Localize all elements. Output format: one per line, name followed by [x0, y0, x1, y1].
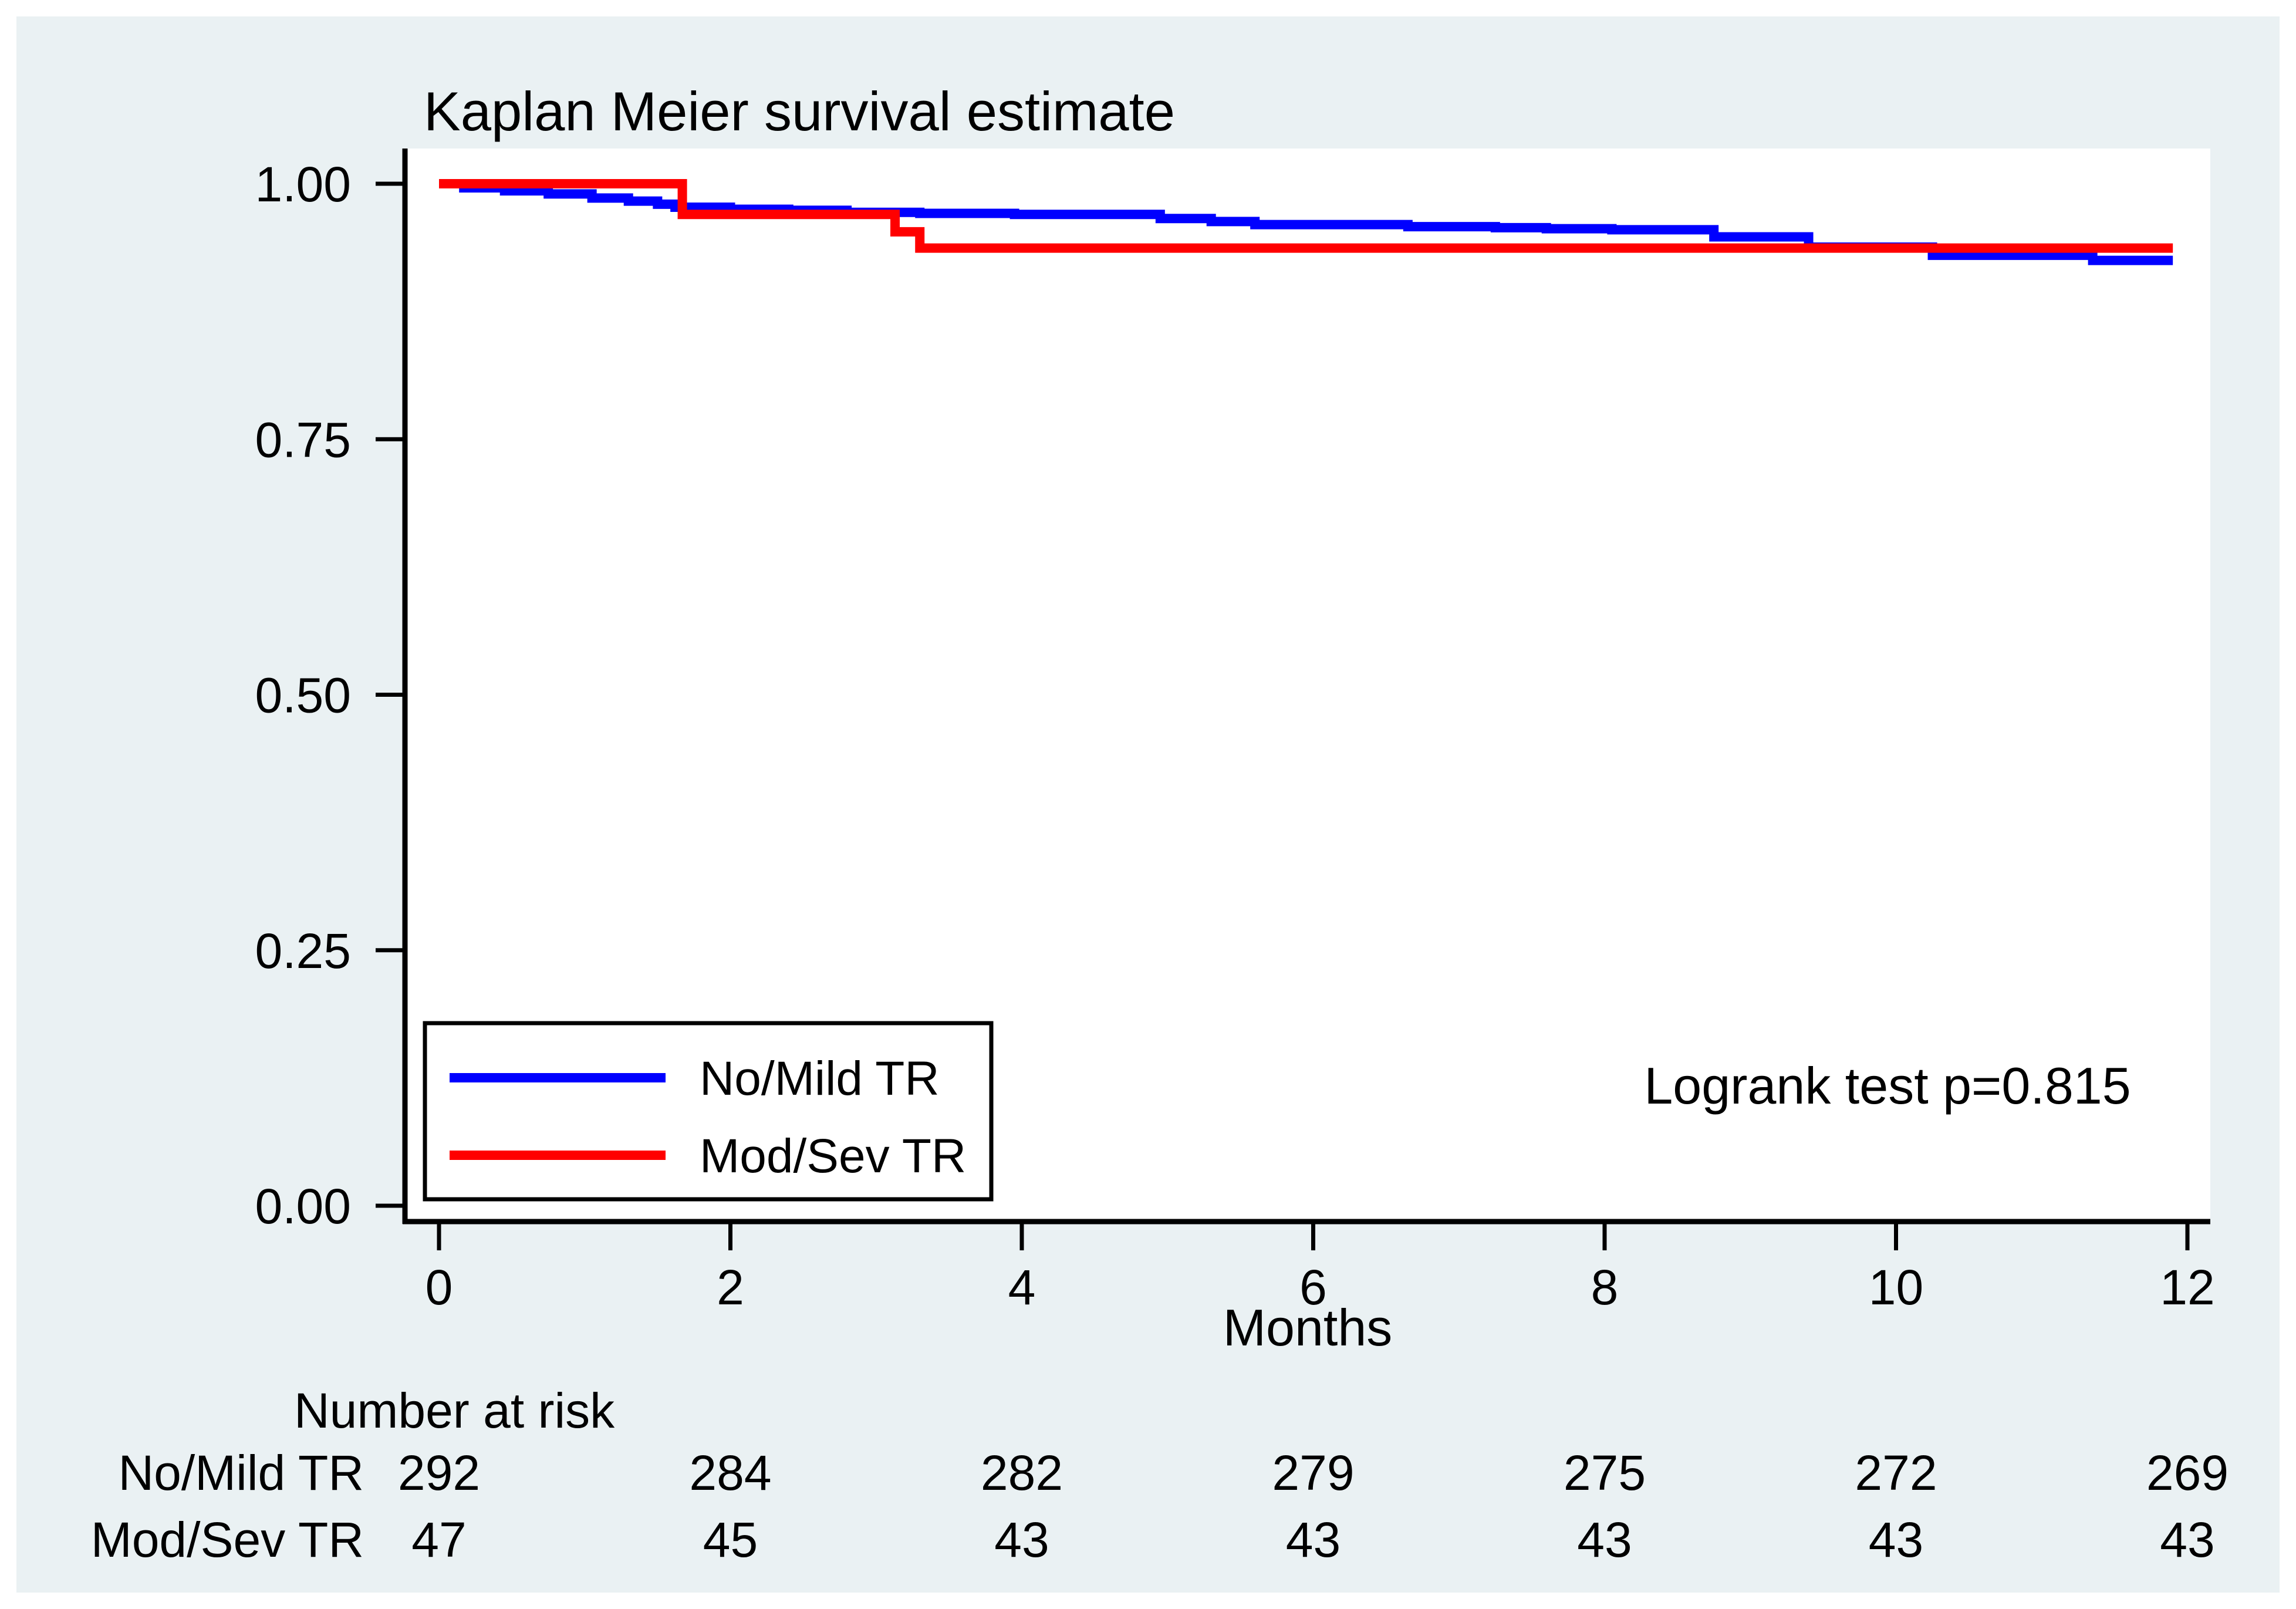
- survival-curve-mod-sev-tr: [439, 179, 2173, 253]
- risk-row-label: No/Mild TR: [118, 1445, 364, 1500]
- risk-row-mod-sev-tr: Mod/Sev TR 47 45 43 43 43 43 43: [91, 1512, 2215, 1567]
- survival-curves: [439, 179, 2173, 265]
- number-at-risk-table: Number at risk No/Mild TR 292 284 282 279 275…: [91, 1383, 2229, 1567]
- y-tick-label: 0.75: [255, 412, 352, 467]
- legend-box: No/Mild TR Mod/Sev TR: [423, 1021, 994, 1202]
- y-tick-label: 1.00: [255, 157, 352, 212]
- risk-count: 269: [2146, 1445, 2229, 1500]
- legend-items: No/Mild TR Mod/Sev TR: [450, 1052, 966, 1183]
- risk-count: 275: [1564, 1445, 1646, 1500]
- legend-label-mod-sev-tr: Mod/Sev TR: [700, 1129, 966, 1183]
- x-tick-label: 6: [1299, 1260, 1327, 1315]
- risk-count: 282: [981, 1445, 1063, 1500]
- risk-row-label: Mod/Sev TR: [91, 1512, 364, 1567]
- x-axis-title: Months: [1223, 1298, 1393, 1357]
- risk-count: 284: [689, 1445, 771, 1500]
- risk-count: 272: [1855, 1445, 1937, 1500]
- chart-title: Kaplan Meier survival estimate: [424, 80, 1175, 142]
- y-tick-label: 0.25: [255, 923, 352, 979]
- legend-border: [423, 1021, 994, 1202]
- risk-count: 43: [2160, 1512, 2214, 1567]
- logrank-annotation: Logrank test p=0.815: [1644, 1057, 2130, 1115]
- x-tick-label: 2: [717, 1260, 744, 1315]
- risk-count: 43: [1577, 1512, 1632, 1567]
- risk-count: 43: [994, 1512, 1049, 1567]
- risk-count: 292: [398, 1445, 480, 1500]
- risk-row-no-mild-tr: No/Mild TR 292 284 282 279 275 272 269: [118, 1445, 2229, 1500]
- risk-count: 45: [703, 1512, 758, 1567]
- risk-count: 279: [1272, 1445, 1354, 1500]
- x-tick-label: 0: [426, 1260, 453, 1315]
- risk-count: 43: [1869, 1512, 1923, 1567]
- x-tick-label: 8: [1591, 1260, 1619, 1315]
- x-tick-label: 10: [1869, 1260, 1923, 1315]
- x-axis-ticks: 0 2 4 6 8 10 12: [426, 1222, 2215, 1315]
- y-tick-label: 0.00: [255, 1179, 352, 1234]
- x-tick-label: 4: [1008, 1260, 1036, 1315]
- x-tick-label: 12: [2160, 1260, 2214, 1315]
- risk-table-header: Number at risk: [294, 1383, 615, 1438]
- risk-table-rows: No/Mild TR 292 284 282 279 275 272 269 Mod/Sev T…: [91, 1445, 2229, 1567]
- risk-count: 47: [411, 1512, 466, 1567]
- legend-label-no-mild-tr: No/Mild TR: [700, 1052, 940, 1105]
- y-axis-ticks: 1.00 0.75 0.50 0.25 0.00: [255, 157, 404, 1234]
- risk-count: 43: [1286, 1512, 1341, 1567]
- survival-curve-no-mild-tr: [439, 179, 2173, 265]
- y-tick-label: 0.50: [255, 668, 352, 723]
